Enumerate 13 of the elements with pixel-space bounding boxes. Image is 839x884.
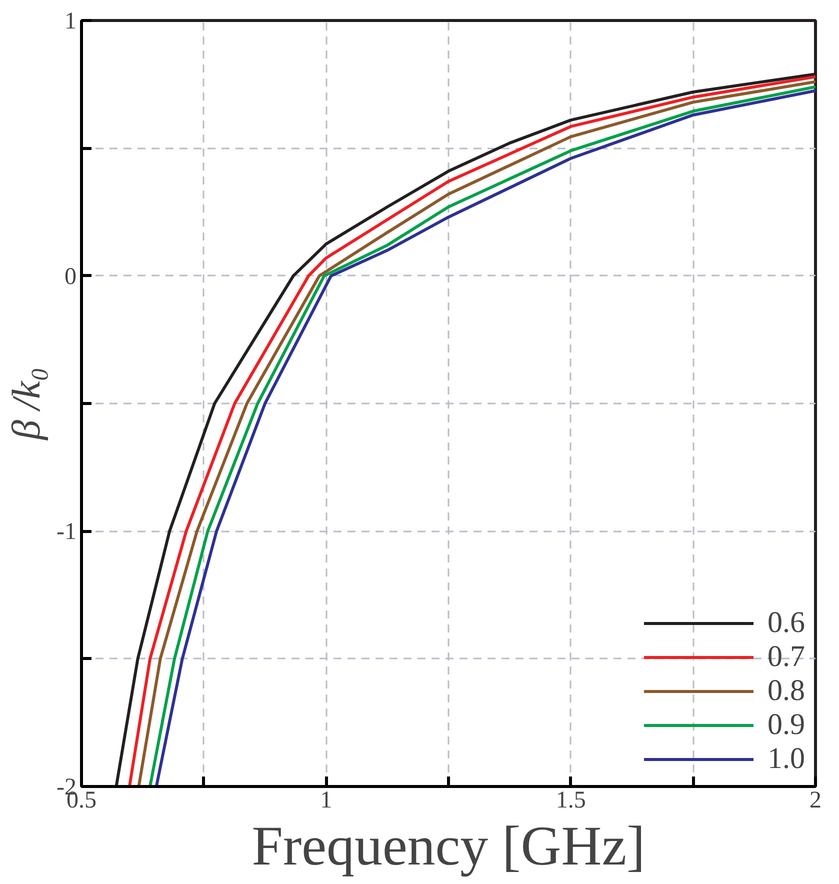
y-tick-label: 1	[64, 8, 76, 34]
y-tick-label: -1	[56, 519, 77, 546]
x-tick-label: 1	[320, 788, 332, 814]
legend-label: 1.0	[768, 742, 805, 776]
y-tick-label: 0	[64, 264, 76, 290]
legend-label: 0.8	[768, 674, 805, 708]
x-tick-label: 1.5	[556, 788, 586, 814]
x-axis-title: Frequency [GHz]	[252, 816, 646, 878]
x-tick-label: 2	[810, 788, 822, 814]
y-axis-title: β /k₀	[4, 367, 49, 441]
legend-label: 0.7	[768, 640, 805, 674]
legend-label: 0.9	[768, 708, 805, 742]
legend-label: 0.6	[768, 606, 805, 640]
